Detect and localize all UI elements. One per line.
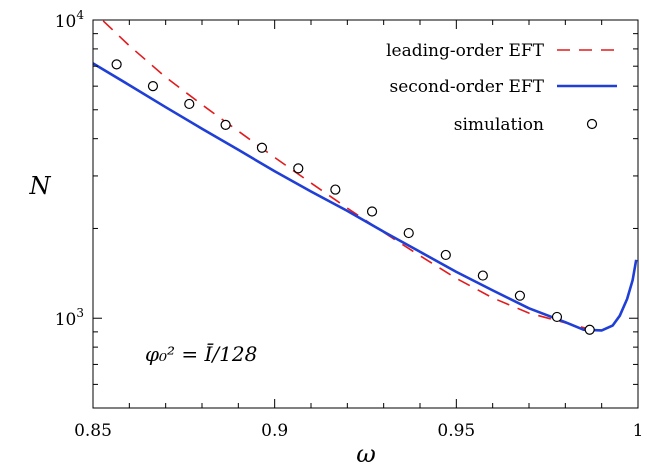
second-order-line	[92, 62, 638, 332]
plot-marks	[92, 20, 638, 335]
simulation-point	[293, 163, 304, 174]
x-tick-label: 1	[633, 421, 644, 441]
x-tick-label: 0.95	[437, 421, 475, 441]
simulation-point	[184, 98, 195, 110]
simulation-point	[147, 81, 159, 92]
tick-labels: 0.85 0.9 0.95 1 103 104	[55, 8, 644, 441]
legend-label: leading-order EFT	[386, 41, 545, 61]
x-axis-label: ω	[356, 440, 376, 466]
simulation-point	[256, 142, 268, 153]
plot-frame	[92, 19, 639, 409]
simulation-point	[440, 249, 451, 261]
simulation-point	[111, 59, 122, 70]
simulation-point	[220, 119, 231, 130]
legend-label: second-order EFT	[390, 77, 545, 97]
legend-marker	[586, 118, 598, 130]
simulation-point	[551, 311, 563, 323]
y-tick-label: 104	[55, 8, 85, 32]
x-tick-label: 0.9	[261, 421, 288, 441]
y-axis-label: N	[29, 172, 52, 200]
legend: leading-order EFT second-order EFT simulat…	[386, 41, 617, 135]
legend-label: simulation	[454, 115, 544, 135]
y-tick-label: 103	[55, 306, 84, 330]
leading-order-line	[102, 20, 590, 330]
axis-ticks	[92, 19, 639, 409]
annotation: φ₀² = Ī/128	[145, 342, 257, 366]
x-tick-label: 0.85	[74, 421, 112, 441]
simulation-point	[403, 227, 414, 239]
simulation-point	[330, 184, 341, 195]
simulation-point	[477, 270, 488, 281]
simulation-point	[584, 324, 595, 335]
simulation-point	[366, 206, 378, 217]
simulation-point	[514, 290, 526, 301]
